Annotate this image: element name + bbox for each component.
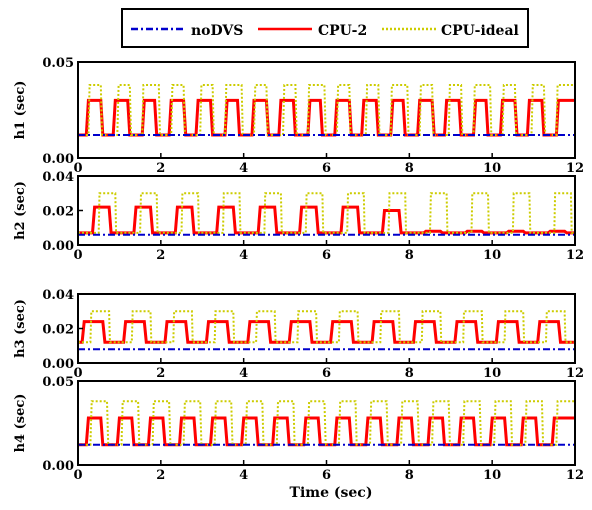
x-tick-label: 12 <box>566 366 584 381</box>
y-tick-label: 0.04 <box>42 288 74 303</box>
panel-4: 0 2 4 6 8 10 12 0.00 0.05 h4 (sec) <box>13 375 584 483</box>
y-axis-label: h2 (sec) <box>13 181 28 240</box>
legend: noDVS CPU-2 CPU-ideal <box>121 8 529 48</box>
panel-1: 0 2 4 6 8 10 12 0.00 0.05 h1 (sec) <box>13 56 584 176</box>
x-tick-label: 12 <box>566 468 584 483</box>
y-tick-label: 0.05 <box>42 375 74 390</box>
x-tick-label: 10 <box>483 468 501 483</box>
x-tick-label: 6 <box>322 161 331 176</box>
x-tick-label: 4 <box>239 468 248 483</box>
legend-label-nodvs: noDVS <box>191 23 243 39</box>
x-tick-label: 10 <box>483 161 501 176</box>
x-axis-label: Time (sec) <box>290 485 373 501</box>
plot-area-3 <box>78 294 575 363</box>
y-tick-label: 0.02 <box>42 323 74 338</box>
plot-area-1 <box>78 62 575 158</box>
x-tick-label: 8 <box>405 161 414 176</box>
y-tick-label: 0.00 <box>42 239 74 254</box>
series-cpuideal-line <box>78 84 575 136</box>
x-tick-label: 2 <box>156 468 165 483</box>
y-tick-label: 0.05 <box>42 56 74 71</box>
panel-2: 0 2 4 6 8 10 12 0.00 0.02 0.04 h2 (sec) <box>13 170 584 263</box>
y-tick-label: 0.00 <box>42 152 74 167</box>
x-tick-label: 12 <box>566 161 584 176</box>
x-tick-label: 12 <box>566 248 584 263</box>
x-tick-label: 10 <box>483 248 501 263</box>
x-tick-label: 8 <box>405 468 414 483</box>
x-tick-label: 10 <box>483 366 501 381</box>
x-tick-label: 8 <box>405 248 414 263</box>
y-axis-label: h1 (sec) <box>13 81 28 140</box>
y-axis-label: h3 (sec) <box>13 299 28 358</box>
x-tick-label: 6 <box>322 468 331 483</box>
x-tick-label: 6 <box>322 248 331 263</box>
y-axis-label: h4 (sec) <box>13 394 28 453</box>
series-cpuideal-line <box>78 310 575 344</box>
legend-label-cpu2: CPU-2 <box>318 23 367 39</box>
x-tick-label: 4 <box>239 161 248 176</box>
panels: 0 2 4 6 8 10 12 0.00 0.05 h1 (sec) 0 2 4 6 8 10 12 0.00 0.… <box>13 56 584 483</box>
x-tick-label: 0 <box>73 161 82 176</box>
x-tick-label: 0 <box>73 366 82 381</box>
x-tick-label: 2 <box>156 248 165 263</box>
x-tick-label: 8 <box>405 366 414 381</box>
x-tick-label: 0 <box>73 468 82 483</box>
x-tick-label: 4 <box>239 366 248 381</box>
x-tick-label: 6 <box>322 366 331 381</box>
x-tick-label: 2 <box>156 366 165 381</box>
x-tick-label: 0 <box>73 248 82 263</box>
series-cpu2-line <box>78 416 575 447</box>
panel-3: 0 2 4 6 8 10 12 0.00 0.02 0.04 h3 (sec) <box>13 288 584 381</box>
y-tick-label: 0.02 <box>42 205 74 220</box>
y-tick-label: 0.00 <box>42 459 74 474</box>
series-cpu2-line <box>78 98 575 137</box>
legend-label-cpuideal: CPU-ideal <box>441 23 519 39</box>
x-tick-label: 2 <box>156 161 165 176</box>
x-tick-label: 4 <box>239 248 248 263</box>
legend-frame <box>121 8 529 48</box>
y-tick-label: 0.00 <box>42 357 74 372</box>
y-tick-label: 0.04 <box>42 170 74 185</box>
